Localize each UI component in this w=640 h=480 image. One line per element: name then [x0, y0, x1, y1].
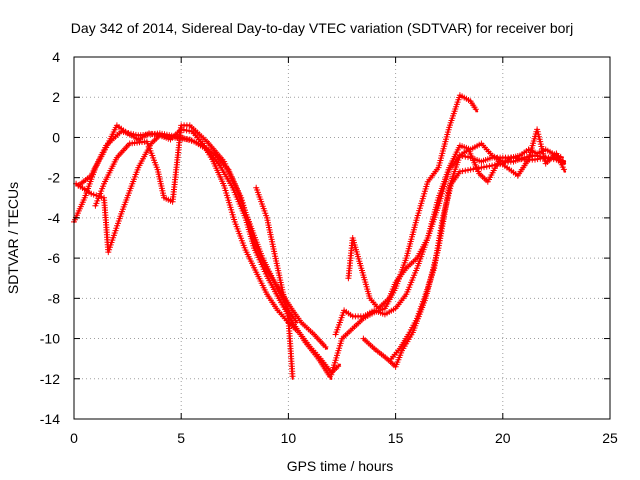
series-point-markers: [92, 122, 299, 324]
x-axis-title: GPS time / hours: [287, 458, 394, 474]
series-track-line: [77, 130, 333, 380]
x-tick-label: 0: [70, 430, 78, 446]
grid: [74, 57, 610, 419]
series-point-markers: [71, 122, 342, 376]
axis-ticks: [73, 56, 611, 420]
series-track-line: [330, 94, 479, 376]
y-tick-label: 2: [52, 89, 60, 105]
plot-frame: [73, 56, 611, 420]
y-tick-label: -4: [48, 210, 61, 226]
series-track-6: [328, 92, 479, 378]
x-tick-label: 20: [495, 430, 511, 446]
series-point-markers: [345, 152, 566, 312]
x-tick-label: 5: [177, 430, 185, 446]
y-tick-label: -6: [48, 250, 61, 266]
series-point-markers: [328, 92, 479, 378]
series-track-10: [388, 146, 564, 362]
y-tick-label: -8: [48, 290, 61, 306]
x-tick-label: 10: [281, 430, 297, 446]
series-point-markers: [360, 126, 567, 370]
y-tick-label: -2: [48, 170, 61, 186]
series-point-markers: [253, 184, 296, 380]
series-track-1: [71, 122, 342, 376]
series-track-4: [92, 122, 299, 324]
y-tick-label: -12: [40, 371, 60, 387]
series-track-line: [362, 128, 567, 368]
chart-title: Day 342 of 2014, Sidereal Day-to-day VTE…: [71, 20, 573, 36]
series-track-9: [360, 126, 567, 370]
series-point-markers: [388, 146, 564, 362]
tick-labels: 0 5 10 15 20 25 -14 -12 -10 -8 -6 -4 -2 0 2 4: [40, 49, 618, 446]
x-tick-label: 15: [388, 430, 404, 446]
y-tick-label: -14: [40, 411, 60, 427]
plot-series: [71, 92, 567, 380]
y-tick-label: 0: [52, 129, 60, 145]
x-tick-label: 25: [602, 430, 618, 446]
series-track-5: [253, 184, 296, 380]
y-tick-label: -10: [40, 331, 60, 347]
y-tick-label: 4: [52, 49, 60, 65]
y-axis-title: SDTVAR / TECUs: [5, 182, 21, 294]
